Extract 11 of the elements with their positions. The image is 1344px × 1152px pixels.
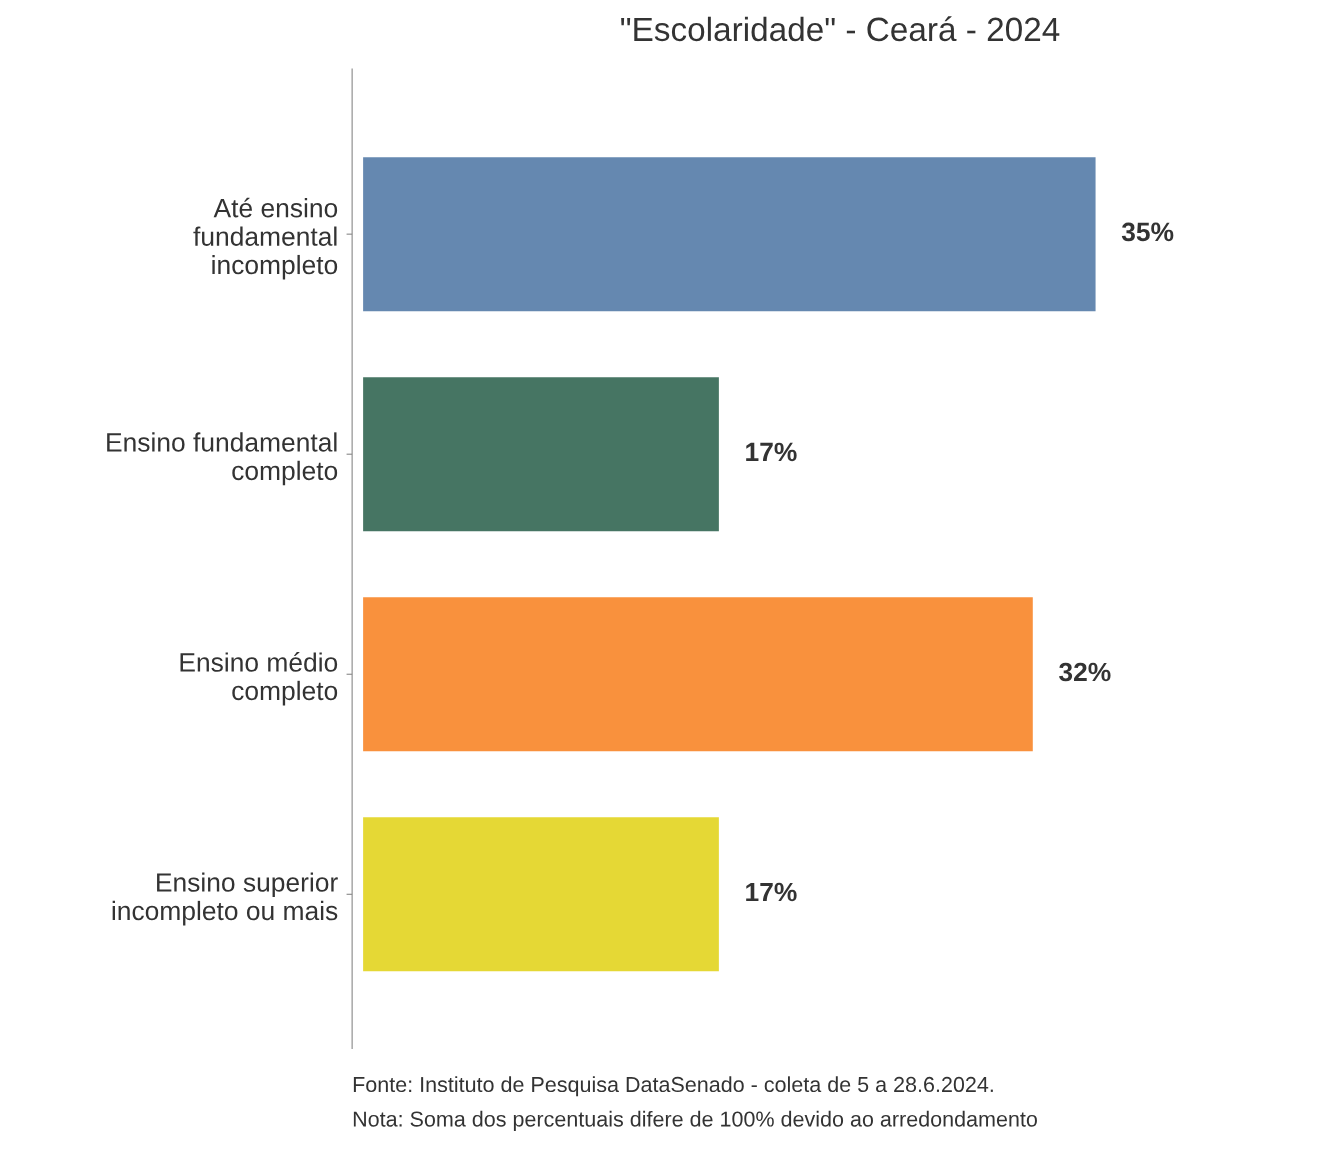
y-tick-label: Ensino médio completo xyxy=(180,652,338,706)
data-label: 32% xyxy=(1059,662,1111,682)
y-tick-label: Ensino superior incompleto ou mais xyxy=(112,872,338,926)
y-tick-label: Até ensino fundamental incompleto xyxy=(193,197,338,280)
chart-title: "Escolaridade" - Ceará - 2024 xyxy=(621,16,1060,42)
text: Nota: Soma dos percentuais difere de 100% devido ao arredondamento xyxy=(353,1110,1037,1131)
y-tick-label: Ensino fundamental completo xyxy=(107,432,338,486)
source-note: Fonte: Instituto de Pesquisa DataSenado - coleta de 5 a 28.6.2024. xyxy=(353,1076,993,1097)
data-label: 17% xyxy=(746,882,797,902)
data-label: 35% xyxy=(1121,222,1174,242)
data-label: 17% xyxy=(746,442,797,462)
